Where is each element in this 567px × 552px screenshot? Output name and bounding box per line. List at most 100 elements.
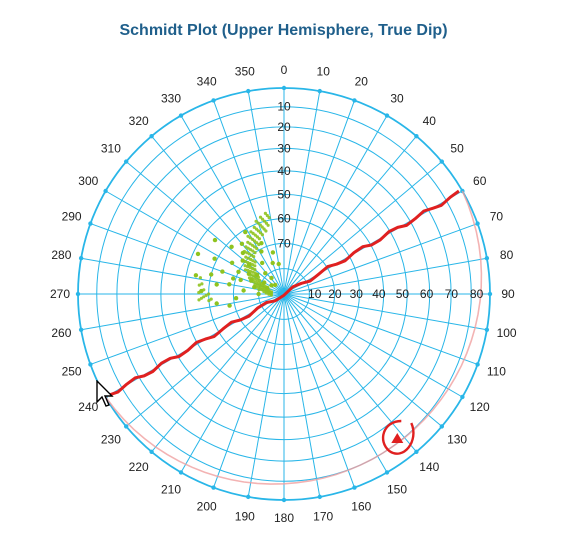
pole-point-dense-32	[260, 217, 265, 221]
rim-tick-20	[352, 98, 357, 103]
pole-point-dense-109	[256, 275, 261, 279]
pole-point-dense-19	[253, 283, 257, 287]
rim-tick-0	[281, 85, 287, 91]
pole-point-dense-70	[251, 270, 255, 274]
pole-point-dense-48	[258, 223, 262, 227]
pole-point-19	[269, 275, 274, 281]
pole-point-dense-92	[204, 293, 208, 297]
pole-point-8	[229, 260, 235, 265]
rim-tick-200	[211, 485, 216, 490]
azimuth-label-260: 260	[51, 326, 71, 340]
azimuth-label-140: 140	[419, 460, 439, 474]
annotation-triangle-marker	[391, 433, 404, 443]
pole-point-dense-24	[246, 268, 250, 273]
dip-label-north-20: 20	[277, 120, 291, 134]
pole-point-dense-16	[263, 211, 267, 215]
azimuth-label-40: 40	[423, 114, 437, 128]
rim-tick-230	[123, 424, 129, 429]
rim-tick-320	[149, 133, 154, 139]
pole-point-6	[260, 260, 265, 266]
azimuth-label-290: 290	[62, 210, 82, 224]
pole-point-dense-43	[248, 242, 252, 246]
pole-point-dense-54	[248, 265, 252, 270]
azimuth-label-350: 350	[235, 64, 255, 78]
pole-point-9	[227, 282, 232, 287]
pole-point-3	[263, 271, 268, 276]
pole-point-24	[269, 283, 274, 288]
azimuth-line-120	[283, 293, 463, 398]
azimuth-label-30: 30	[390, 91, 404, 105]
azimuth-label-80: 80	[500, 248, 514, 262]
pole-point-dense-22	[244, 255, 248, 259]
azimuth-line-310	[125, 161, 285, 295]
azimuth-line-250	[90, 293, 285, 365]
pole-point-dense-79	[255, 278, 259, 282]
dip-label-east-80: 80	[470, 287, 484, 301]
pole-point-35	[273, 282, 278, 288]
annotation-strike-line	[108, 189, 460, 397]
rim-tick-10	[317, 88, 322, 94]
rim-tick-260	[78, 327, 84, 332]
azimuth-line-230	[125, 293, 285, 427]
azimuth-label-50: 50	[450, 142, 464, 156]
pole-point-dense-95	[259, 281, 263, 285]
rim-tick-300	[103, 188, 108, 194]
pole-point-23	[233, 296, 239, 301]
azimuth-line-210	[180, 293, 285, 473]
pole-point-dense-39	[265, 213, 269, 218]
pole-point-dense-34	[251, 231, 255, 235]
azimuth-label-100: 100	[497, 326, 517, 340]
pole-point-dense-106	[200, 282, 204, 286]
pole-point-dense-89	[252, 245, 257, 249]
azimuth-line-350	[247, 91, 285, 295]
azimuth-label-220: 220	[129, 460, 149, 474]
pole-point-7	[238, 277, 243, 283]
pole-point-dense-31	[246, 265, 250, 269]
azimuth-label-270: 270	[50, 287, 70, 301]
pole-point-dense-36	[246, 246, 250, 250]
rim-tick-350	[246, 88, 251, 94]
azimuth-label-320: 320	[129, 114, 149, 128]
azimuth-label-160: 160	[351, 499, 371, 513]
azimuth-label-280: 280	[51, 248, 71, 262]
pole-point-dense-53	[197, 290, 201, 295]
pole-point-dense-57	[253, 233, 257, 237]
azimuth-line-70	[283, 223, 478, 295]
pole-point-30	[195, 251, 201, 257]
azimuth-line-150	[283, 293, 388, 473]
azimuth-label-180: 180	[274, 511, 294, 525]
pole-point-dense-116	[256, 272, 260, 276]
pole-point-dense-93	[253, 271, 257, 275]
dip-label-east-50: 50	[396, 287, 410, 301]
azimuth-label-120: 120	[470, 400, 490, 414]
dip-label-north-60: 60	[277, 212, 291, 226]
pole-point-dense-99	[202, 288, 206, 292]
azimuth-label-200: 200	[197, 499, 217, 513]
azimuth-line-100	[283, 293, 487, 331]
pole-point-dense-15	[243, 259, 247, 264]
polar-grid	[75, 85, 493, 503]
pole-point-11	[259, 249, 264, 254]
dip-label-north-70: 70	[277, 236, 291, 250]
azimuth-line-50	[283, 161, 443, 295]
pole-point-dense-100	[253, 268, 257, 272]
dip-label-north-40: 40	[277, 164, 291, 178]
pole-point-dense-25	[256, 221, 260, 225]
rim-tick-170	[317, 494, 322, 500]
pole-point-dense-69	[202, 295, 206, 299]
pole-point-dense-110	[260, 233, 264, 237]
rim-tick-70	[475, 221, 480, 226]
rim-tick-80	[484, 256, 490, 261]
pole-point-29	[214, 301, 219, 306]
pole-point-dense-26	[251, 280, 255, 284]
pole-point-13	[220, 269, 225, 274]
rim-tick-150	[384, 470, 390, 475]
rim-tick-90	[487, 291, 493, 297]
dip-label-east-20: 20	[328, 287, 342, 301]
pole-point-17	[229, 244, 234, 249]
azimuth-label-190: 190	[235, 510, 255, 524]
pole-point-dense-90	[269, 290, 274, 294]
azimuth-line-130	[283, 293, 443, 427]
pole-point-dense-77	[250, 266, 255, 271]
rim-tick-290	[88, 221, 93, 226]
